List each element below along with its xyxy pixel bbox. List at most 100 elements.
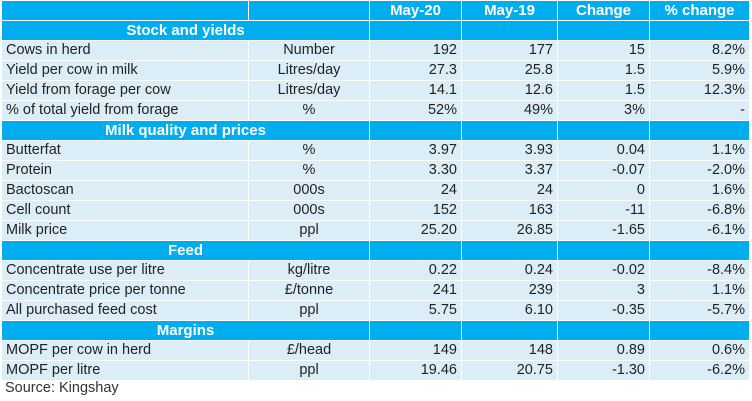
table-row: Concentrate use per litre kg/litre 0.22 0.2… [1,260,750,281]
value-percent-change: -2.0% [649,160,750,181]
value-may-20: 14.1 [369,80,462,101]
value-may-19: 6.10 [461,300,558,321]
section-empty-cell [369,320,462,341]
row-unit: % [248,140,370,161]
value-may-20: 27.3 [369,60,462,81]
row-unit: kg/litre [248,260,370,281]
value-may-19: 3.37 [461,160,558,181]
section-empty-cell [649,20,750,41]
value-change: -11 [557,200,650,221]
row-label: MOPF per cow in herd [1,340,249,361]
value-may-19: 3.93 [461,140,558,161]
value-may-19: 24 [461,180,558,201]
value-change: -0.02 [557,260,650,281]
section-empty-cell [557,20,650,41]
value-change: -1.30 [557,360,650,381]
table-row: % of total yield from forage% 52% 49% 3% - [1,100,750,121]
value-may-20: 0.22 [369,260,462,281]
row-label: Concentrate price per tonne [1,280,249,301]
value-may-19: 239 [461,280,558,301]
value-change: 0.04 [557,140,650,161]
value-percent-change: -6.8% [649,200,750,221]
row-label: Yield from forage per cow [1,80,249,101]
header-row: May-20 May-19 Change % change [1,0,750,21]
value-may-20: 149 [369,340,462,361]
row-label: All purchased feed cost [1,300,249,321]
value-may-19: 49% [461,100,558,121]
value-may-19: 163 [461,200,558,221]
value-may-19: 148 [461,340,558,361]
row-unit: 000s [248,180,370,201]
section-header-row: Stock and yields [1,20,750,41]
table-row: MOPF per cow in herd £/head 149 148 0.89 0.6% [1,340,750,361]
value-may-20: 192 [369,40,462,61]
section-title: Stock and yields [1,20,370,41]
table-row: Butterfat% 3.97 3.93 0.04 1.1% [1,140,750,161]
section-empty-cell [461,20,558,41]
value-may-20: 241 [369,280,462,301]
value-may-20: 25.20 [369,220,462,241]
row-label: Concentrate use per litre [1,260,249,281]
section-empty-cell [369,240,462,261]
value-percent-change: -5.7% [649,300,750,321]
section-empty-cell [557,120,650,141]
value-may-20: 24 [369,180,462,201]
table-row: Yield per cow in milk Litres/day 27.3 25.8 1… [1,60,750,81]
header-may-19: May-19 [461,0,558,21]
value-percent-change: 5.9% [649,60,750,81]
section-empty-cell [649,120,750,141]
header-change: Change [557,0,650,21]
row-unit: Number [248,40,370,61]
row-unit: £/tonne [248,280,370,301]
value-percent-change: - [649,100,750,121]
row-label: Milk price [1,220,249,241]
value-percent-change: 12.3% [649,80,750,101]
section-title: Milk quality and prices [1,120,370,141]
table-row: All purchased feed cost ppl 5.75 6.10 -0.35-… [1,300,750,321]
section-empty-cell [461,120,558,141]
section-empty-cell [461,240,558,261]
section-empty-cell [557,320,650,341]
value-change: 3% [557,100,650,121]
row-label: Butterfat [1,140,249,161]
value-may-20: 3.30 [369,160,462,181]
value-may-20: 19.46 [369,360,462,381]
header-label-cell [1,0,249,21]
header-percent-change: % change [649,0,750,21]
row-label: Protein [1,160,249,181]
value-percent-change: -6.1% [649,220,750,241]
table-row: Bactoscan 000s 24 24 0 1.6% [1,180,750,201]
section-header-row: Margins [1,320,750,341]
section-empty-cell [649,320,750,341]
value-percent-change: -8.4% [649,260,750,281]
row-unit: Litres/day [248,60,370,81]
value-change: -0.35 [557,300,650,321]
value-may-19: 177 [461,40,558,61]
value-percent-change: 0.6% [649,340,750,361]
table-row: MOPF per litre ppl 19.46 20.75 -1.30 -6.2% [1,360,750,381]
table-row: Cows in herd Number 192 177 15 8.2% [1,40,750,61]
value-may-20: 52% [369,100,462,121]
value-change: -1.65 [557,220,650,241]
header-may-20: May-20 [369,0,462,21]
table-row: Milk price ppl 25.20 26.85 -1.65 -6.1% [1,220,750,241]
row-unit: £/head [248,340,370,361]
value-change: 1.5 [557,80,650,101]
header-unit-cell [248,0,370,21]
row-unit: ppl [248,360,370,381]
section-empty-cell [557,240,650,261]
value-percent-change: 1.1% [649,280,750,301]
value-percent-change: 8.2% [649,40,750,61]
value-may-19: 25.8 [461,60,558,81]
value-may-20: 152 [369,200,462,221]
table-row: Protein% 3.30 3.37 -0.07 -2.0% [1,160,750,181]
row-label: Cows in herd [1,40,249,61]
value-change: 15 [557,40,650,61]
value-may-19: 12.6 [461,80,558,101]
table-body: May-20 May-19 Change % change Stock and … [1,0,750,381]
section-title: Margins [1,320,370,341]
value-may-19: 0.24 [461,260,558,281]
value-may-19: 26.85 [461,220,558,241]
value-may-20: 5.75 [369,300,462,321]
